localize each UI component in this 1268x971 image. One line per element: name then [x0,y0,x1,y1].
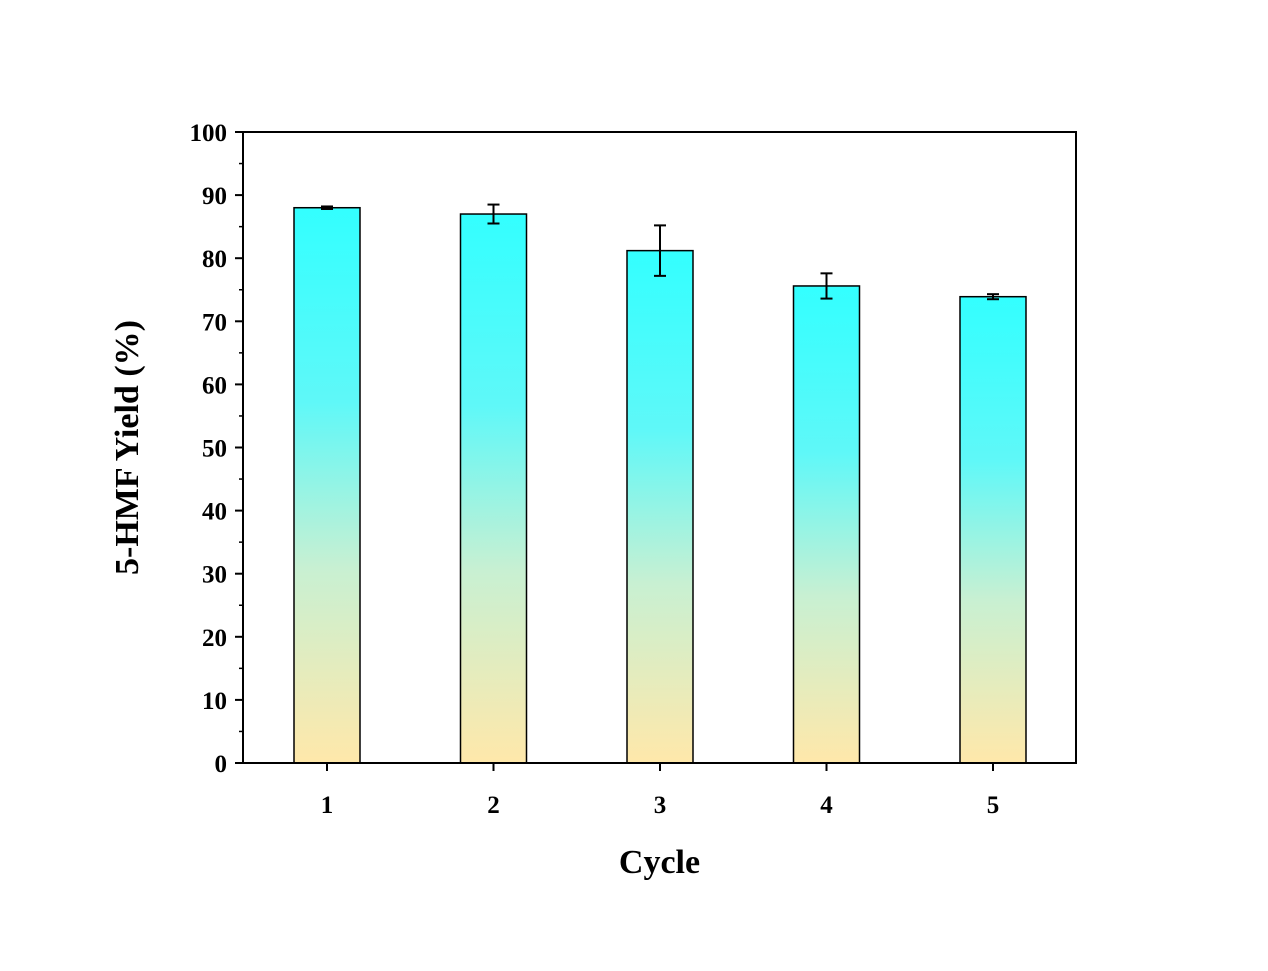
y-axis-title: 5-HMF Yield (%) [109,320,146,575]
x-axis-title: Cycle [619,844,700,881]
y-tick-label: 20 [202,625,227,652]
bars-layer [293,206,1027,764]
y-tick-label: 30 [202,562,227,589]
y-tick-label: 60 [202,372,227,399]
y-tick-label: 70 [202,309,227,336]
error-bar-cycle-3 [654,224,666,277]
y-tick-label: 80 [202,246,227,273]
bar-cycle-2 [459,213,528,764]
y-axis: 0 10 20 30 40 50 60 70 80 90 100 [190,120,243,778]
x-tick-label: 3 [654,792,667,819]
error-bar-cycle-2 [487,203,500,225]
x-axis: 1 2 3 4 5 [321,763,1000,819]
bar-cycle-4 [792,285,861,764]
y-tick-label: 40 [202,499,227,526]
error-bars-layer [321,203,999,301]
x-tick-label: 4 [820,792,833,819]
error-bar-cycle-5 [987,293,999,301]
y-tick-label: 0 [215,751,228,778]
y-tick-label: 90 [202,183,227,210]
y-tick-label: 50 [202,436,227,463]
bar-cycle-5 [959,295,1027,764]
bar-cycle-3 [626,249,694,764]
bar-cycle-1 [293,206,361,764]
x-tick-label: 2 [487,792,500,819]
x-tick-label: 1 [321,792,334,819]
y-tick-label: 100 [190,120,228,147]
error-bar-cycle-1 [321,205,333,210]
y-tick-label: 10 [202,688,227,715]
error-bar-cycle-4 [820,272,833,300]
x-tick-label: 5 [987,792,1000,819]
